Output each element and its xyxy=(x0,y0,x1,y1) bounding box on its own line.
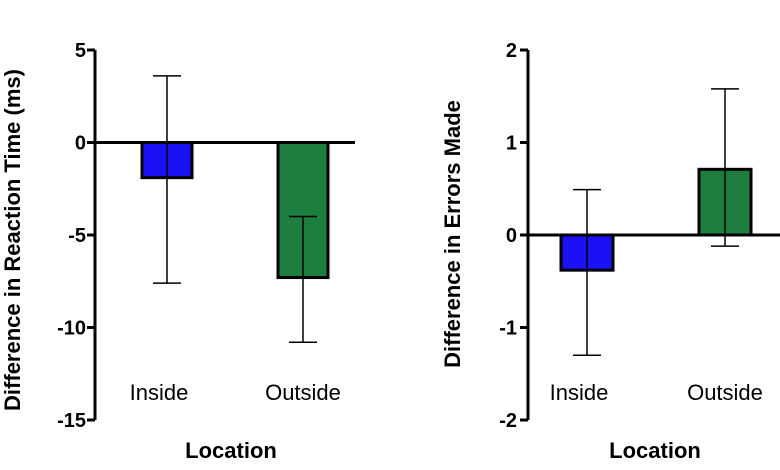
category-label-outside: Outside xyxy=(687,380,763,405)
y-tick-label: -2 xyxy=(499,410,517,432)
reaction-time-panel: Difference in Reaction Time (ms) Locatio… xyxy=(0,40,355,463)
y-tick-label: 5 xyxy=(75,40,86,62)
y-tick-label: -1 xyxy=(499,318,517,340)
y-tick-label: 0 xyxy=(506,225,517,247)
y-tick-label: -5 xyxy=(68,225,86,247)
errors-made-panel: Difference in Errors Made Location 2 1 0 -1… xyxy=(440,40,780,463)
y-tick-label: -15 xyxy=(57,410,86,432)
x-axis-title: Location xyxy=(185,438,277,463)
y-tick-label: 2 xyxy=(506,40,517,62)
category-label-inside: Inside xyxy=(130,380,189,405)
error-bar-outside xyxy=(289,215,317,344)
category-label-inside: Inside xyxy=(550,380,609,405)
y-tick-label: -10 xyxy=(57,318,86,340)
category-label-outside: Outside xyxy=(265,380,341,405)
error-bar-inside xyxy=(153,75,181,284)
error-bar-outside xyxy=(711,88,739,247)
y-tick-label: 0 xyxy=(75,133,86,155)
y-tick-label: 1 xyxy=(506,133,517,155)
x-axis-title: Location xyxy=(609,438,701,463)
error-bar-inside xyxy=(573,188,601,356)
y-axis-title: Difference in Reaction Time (ms) xyxy=(0,69,25,411)
y-axis-title: Difference in Errors Made xyxy=(440,100,465,368)
